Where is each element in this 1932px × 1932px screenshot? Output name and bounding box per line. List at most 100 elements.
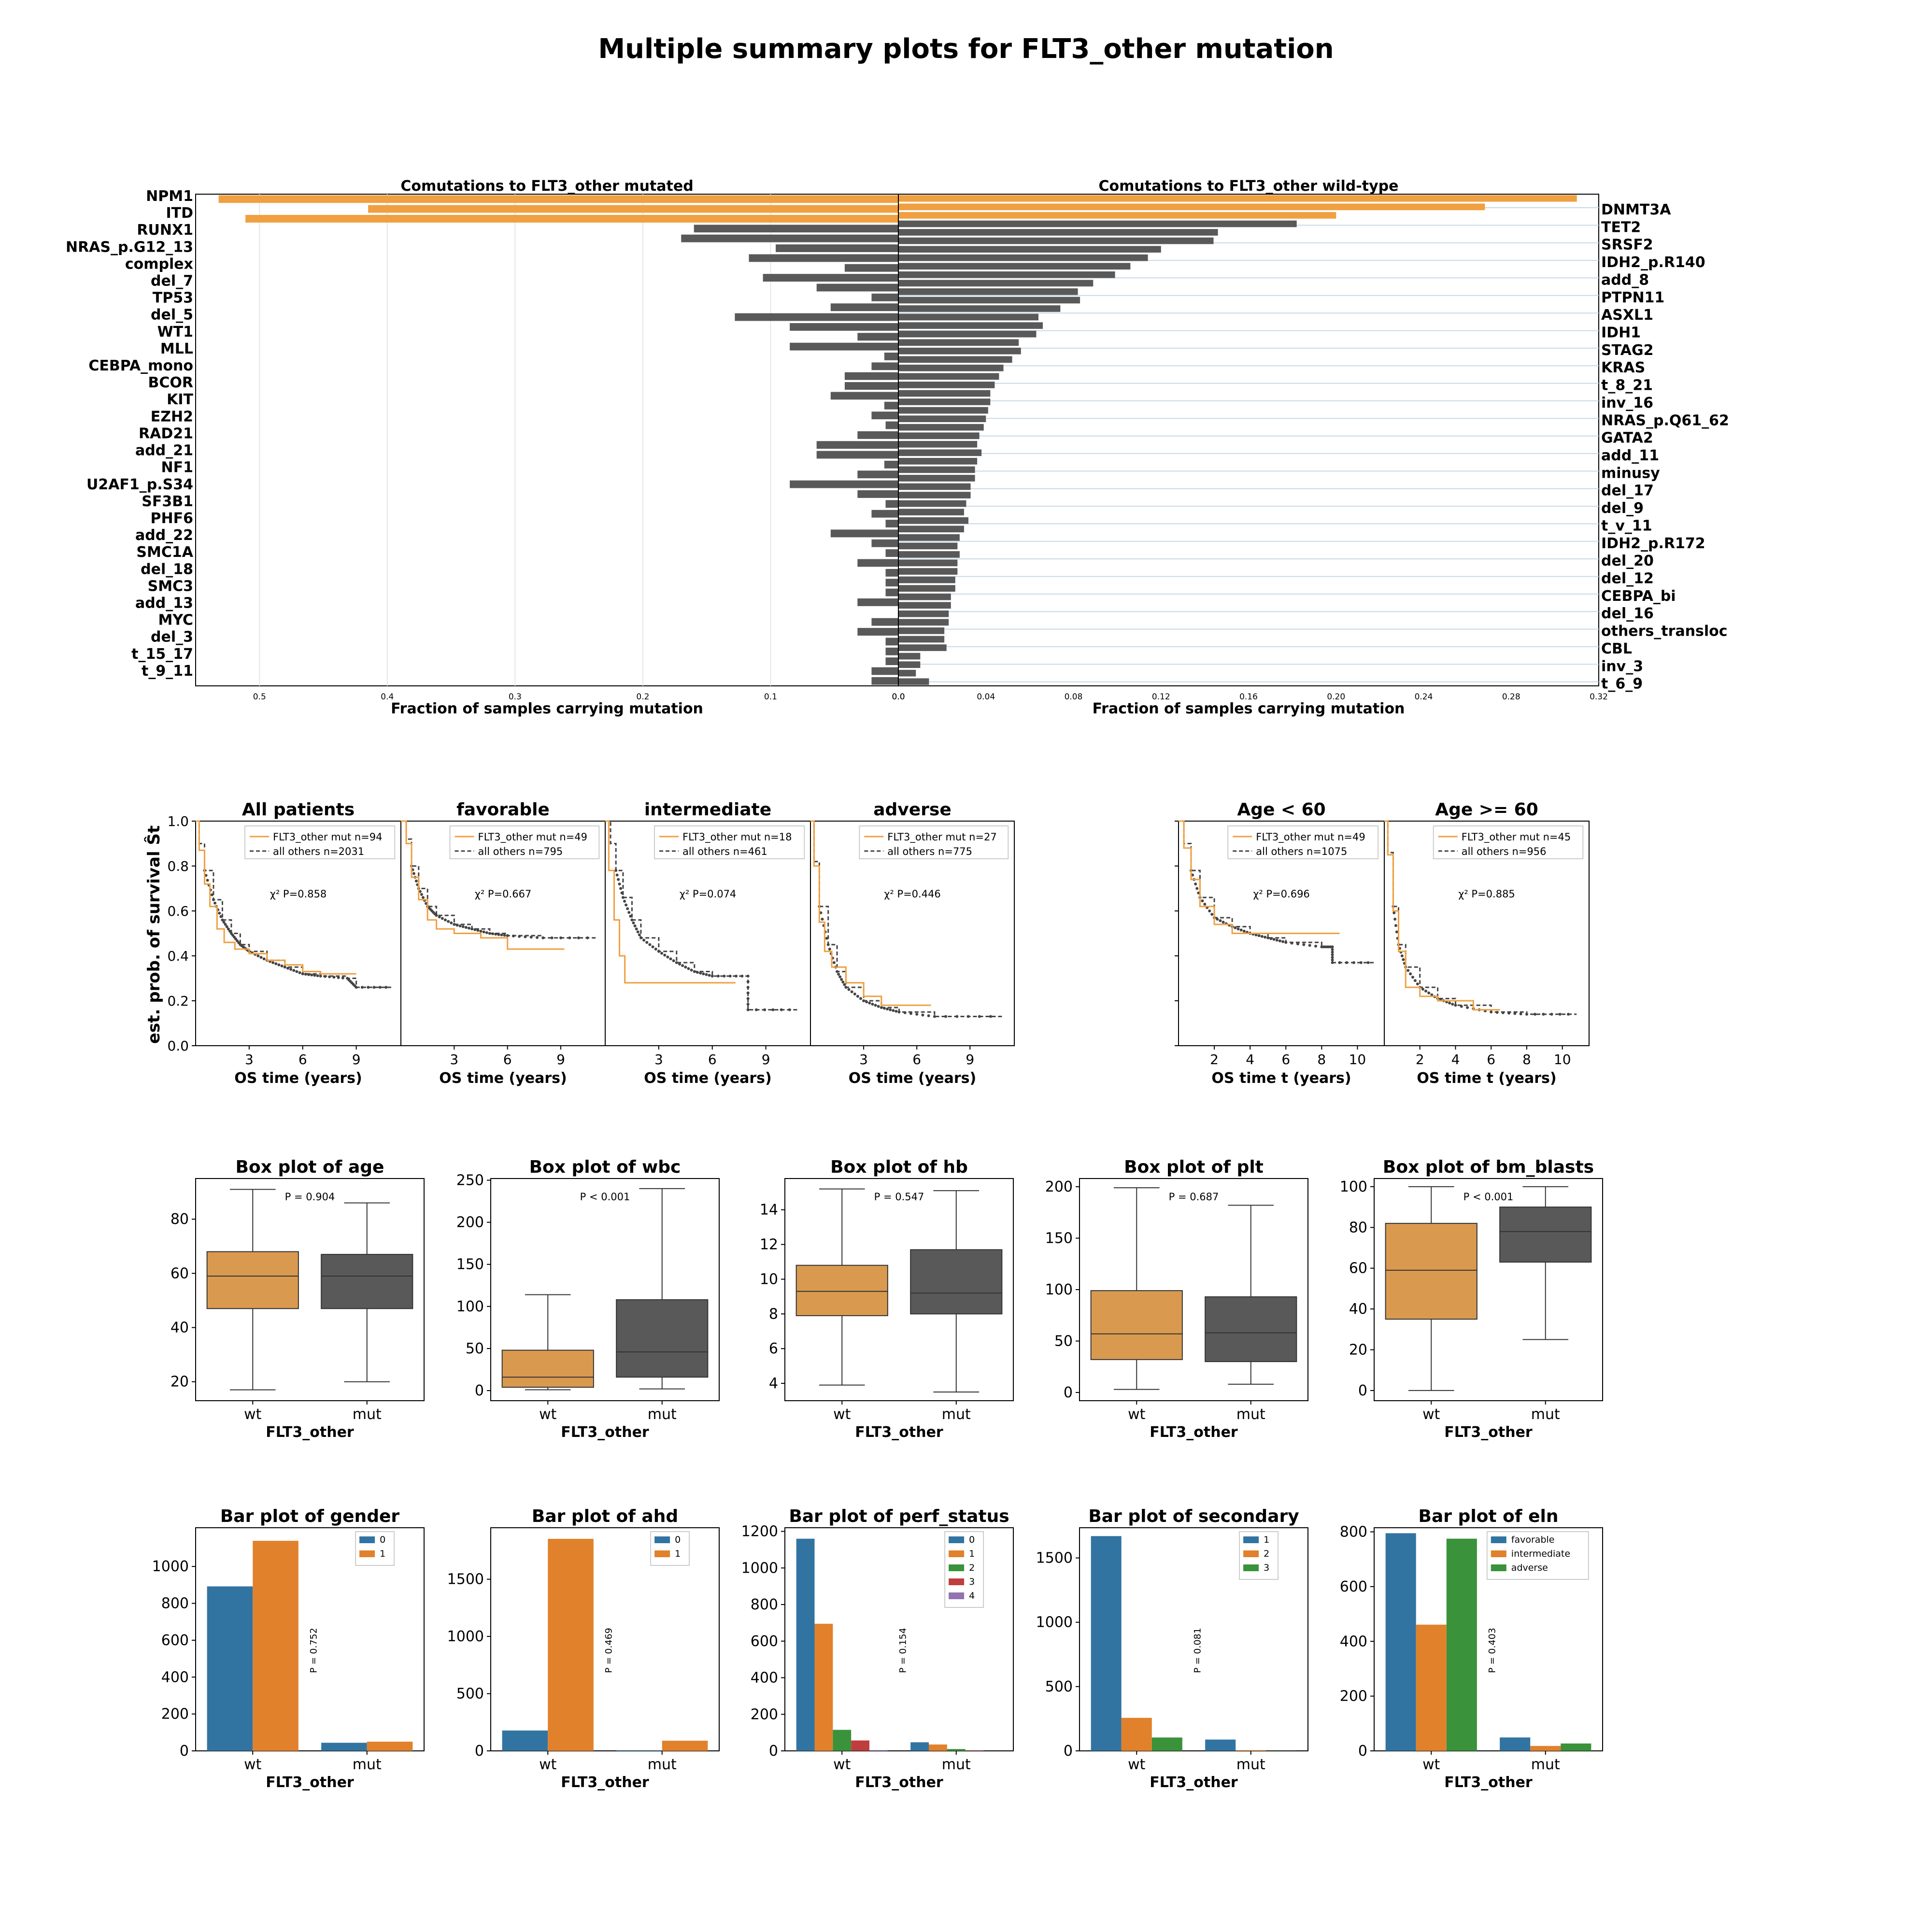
km-censor-mark — [1210, 912, 1214, 916]
comut-wt-bar — [898, 424, 984, 431]
comut-mut-bar — [871, 412, 898, 420]
bar-legend-swatch — [1491, 1536, 1506, 1543]
km-censor-mark — [642, 938, 646, 942]
km-pvalue: χ² P=0.858 — [270, 888, 327, 900]
km-censor-mark — [219, 915, 223, 918]
km-censor-mark — [882, 1007, 886, 1010]
km-censor-mark — [1331, 951, 1334, 954]
comut-mut-gene-label: RUNX1 — [137, 222, 193, 239]
km-censor-mark — [627, 911, 631, 914]
km-censor-mark — [897, 1010, 901, 1014]
km-censor-mark — [710, 974, 714, 978]
comut-mut-xlabel: Fraction of samples carrying mutation — [391, 700, 703, 717]
box-xlabel: FLT3_other — [266, 1424, 354, 1441]
comut-wt-bar — [898, 398, 991, 405]
bar-title: Bar plot of secondary — [1088, 1506, 1299, 1526]
bar-mark — [814, 1623, 833, 1751]
bar-mark — [928, 1744, 947, 1751]
bar-frame — [1079, 1527, 1308, 1751]
comut-mut-gene-label: WT1 — [157, 324, 193, 341]
comut-mut-bar — [871, 539, 898, 547]
comut-wt-xtick-label: 0.0 — [892, 692, 905, 702]
bar-legend-label: 2 — [1264, 1548, 1269, 1559]
comut-mut-gene-label: MYC — [158, 612, 193, 629]
comut-mut-bar — [830, 392, 898, 400]
km-censor-mark — [843, 983, 846, 986]
km-xlabel: OS time (years) — [644, 1070, 771, 1087]
comut-wt-bar — [898, 627, 945, 634]
km-ytick-label: 0.2 — [167, 993, 189, 1009]
comut-mut-bar — [884, 460, 898, 469]
km-censor-mark — [1430, 993, 1434, 996]
km-censor-mark — [1394, 924, 1397, 927]
bar-frame — [490, 1527, 720, 1751]
km-censor-mark — [1454, 1004, 1457, 1007]
box-ytick-label: 100 — [1045, 1281, 1073, 1298]
box-xlabel: FLT3_other — [1150, 1424, 1238, 1441]
km-censor-mark — [295, 970, 298, 973]
km-censor-mark — [360, 986, 364, 989]
comut-mut-bar — [681, 234, 898, 242]
bar-xtick-label: wt — [833, 1756, 851, 1773]
km-title: All patients — [242, 800, 355, 820]
box-xtick-label: mut — [1531, 1406, 1560, 1423]
comut-mut-bar — [885, 647, 898, 655]
km-censor-mark — [506, 934, 509, 938]
bar-legend-label: 0 — [675, 1534, 681, 1545]
comut-wt-gene-label: IDH2_p.R140 — [1601, 254, 1705, 271]
km-pvalue: χ² P=0.074 — [680, 888, 737, 900]
comut-wt-bar — [898, 229, 1218, 236]
bar-pvalue: P = 0.081 — [1193, 1628, 1203, 1673]
comut-mut-gene-label: t_9_11 — [142, 663, 193, 680]
comut-wt-bar — [898, 475, 975, 482]
km-censor-mark — [657, 950, 660, 953]
km-xtick-label: 10 — [1349, 1051, 1366, 1067]
comut-mut-gene-label: add_22 — [135, 527, 193, 544]
bar-ytick-label: 1500 — [447, 1571, 484, 1588]
bar-mark — [796, 1538, 815, 1751]
km-censor-mark — [479, 929, 483, 933]
bar-ytick-label: 800 — [161, 1595, 189, 1612]
km-censor-mark — [447, 920, 450, 923]
bar-frame — [1374, 1527, 1603, 1751]
km-xtick-label: 6 — [708, 1051, 717, 1067]
km-censor-mark — [1194, 882, 1197, 886]
bar-frame — [195, 1527, 425, 1751]
km-censor-mark — [1203, 903, 1207, 906]
bar-mark — [1530, 1746, 1561, 1751]
km-censor-mark — [450, 921, 453, 924]
bar-legend-swatch — [654, 1536, 670, 1543]
box-ytick-label: 50 — [466, 1340, 484, 1357]
km-xtick-label: 2 — [1210, 1051, 1219, 1067]
km-censor-mark — [681, 964, 684, 967]
km-censor-mark — [1191, 873, 1194, 877]
box-ytick-label: 8 — [769, 1306, 778, 1322]
bar-legend-label: 3 — [1264, 1563, 1269, 1573]
km-censor-mark — [1284, 941, 1288, 944]
bar-ytick-label: 600 — [1340, 1578, 1367, 1595]
bar-ytick-label: 200 — [161, 1706, 189, 1723]
km-censor-mark — [690, 968, 693, 972]
km-censor-mark — [310, 973, 313, 977]
box-title: Box plot of bm_blasts — [1383, 1157, 1594, 1177]
km-censor-mark — [500, 933, 503, 937]
bar-ytick-label: 0 — [475, 1743, 484, 1760]
km-curve-mut — [810, 820, 931, 1006]
km-legend-mut-label: FLT3_other mut n=18 — [682, 831, 792, 843]
comut-wt-bar — [898, 449, 982, 456]
km-censor-mark — [746, 980, 750, 983]
km-censor-mark — [277, 963, 281, 966]
box-iqr-wt — [206, 1251, 299, 1309]
km-censor-mark — [620, 891, 624, 895]
comut-wt-gene-label: NRAS_p.Q61_62 — [1601, 412, 1729, 429]
km-legend-mut-label: FLT3_other mut n=27 — [887, 831, 997, 843]
box-frame — [784, 1178, 1014, 1401]
km-censor-mark — [337, 976, 340, 979]
comut-mut-bar — [857, 490, 898, 498]
km-censor-mark — [455, 923, 459, 927]
km-censor-mark — [921, 1013, 924, 1017]
km-censor-mark — [461, 925, 465, 928]
km-censor-mark — [632, 921, 635, 924]
comut-wt-bar — [898, 492, 971, 498]
comut-wt-gene-label: DNMT3A — [1601, 201, 1671, 218]
